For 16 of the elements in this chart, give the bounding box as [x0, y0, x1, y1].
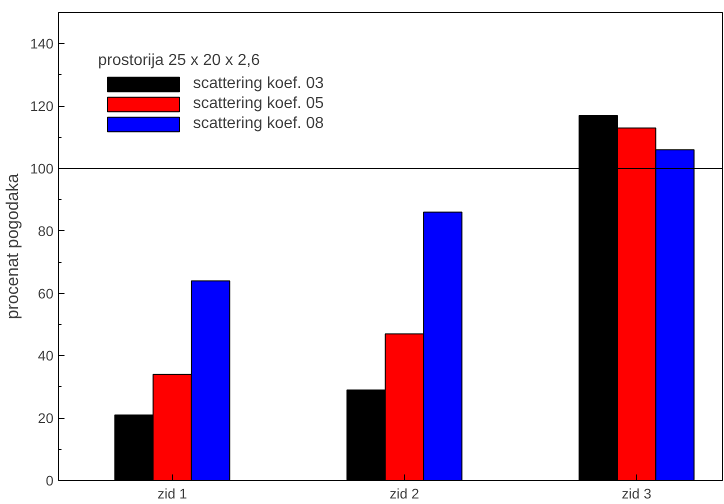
y-tick-label: 120 — [30, 98, 54, 114]
y-tick-label: 60 — [38, 285, 54, 302]
y-tick-label: 100 — [30, 160, 54, 176]
x-tick-label: zid 2 — [390, 486, 420, 502]
y-tick-label: 0 — [46, 472, 54, 488]
y-tick-label: 40 — [38, 348, 54, 364]
legend-label: scattering koef. 03 — [193, 75, 324, 93]
x-tick-label: zid 1 — [157, 486, 188, 502]
y-tick-label: 80 — [38, 222, 54, 239]
y-tick-label: 140 — [30, 36, 54, 52]
y-tick-label: 20 — [38, 410, 54, 426]
y-axis-title: procenat pogodaka — [3, 173, 22, 320]
legend-label: scattering koef. 05 — [193, 95, 324, 113]
legend-label: scattering koef. 08 — [193, 115, 324, 133]
x-tick-label: zid 3 — [622, 486, 652, 502]
legend-title: prostorija 25 x 20 x 2,6 — [98, 52, 261, 70]
